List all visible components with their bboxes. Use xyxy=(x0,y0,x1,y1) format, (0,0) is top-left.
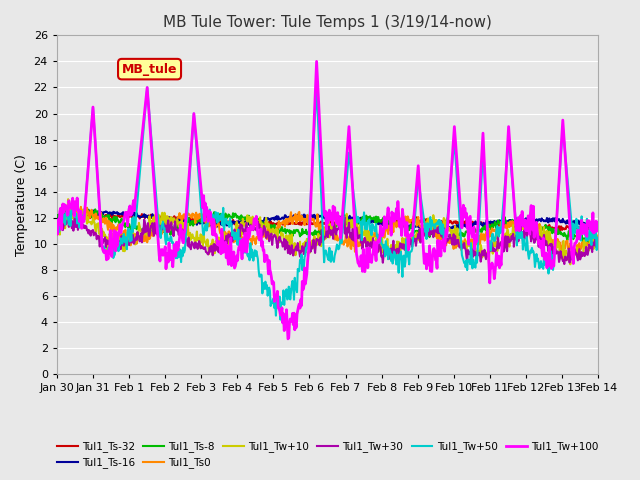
Text: MB_tule: MB_tule xyxy=(122,62,177,76)
Y-axis label: Temperature (C): Temperature (C) xyxy=(15,154,28,256)
Title: MB Tule Tower: Tule Temps 1 (3/19/14-now): MB Tule Tower: Tule Temps 1 (3/19/14-now… xyxy=(163,15,492,30)
Legend: Tul1_Ts-32, Tul1_Ts-16, Tul1_Ts-8, Tul1_Ts0, Tul1_Tw+10, Tul1_Tw+30, Tul1_Tw+50,: Tul1_Ts-32, Tul1_Ts-16, Tul1_Ts-8, Tul1_… xyxy=(52,437,602,473)
